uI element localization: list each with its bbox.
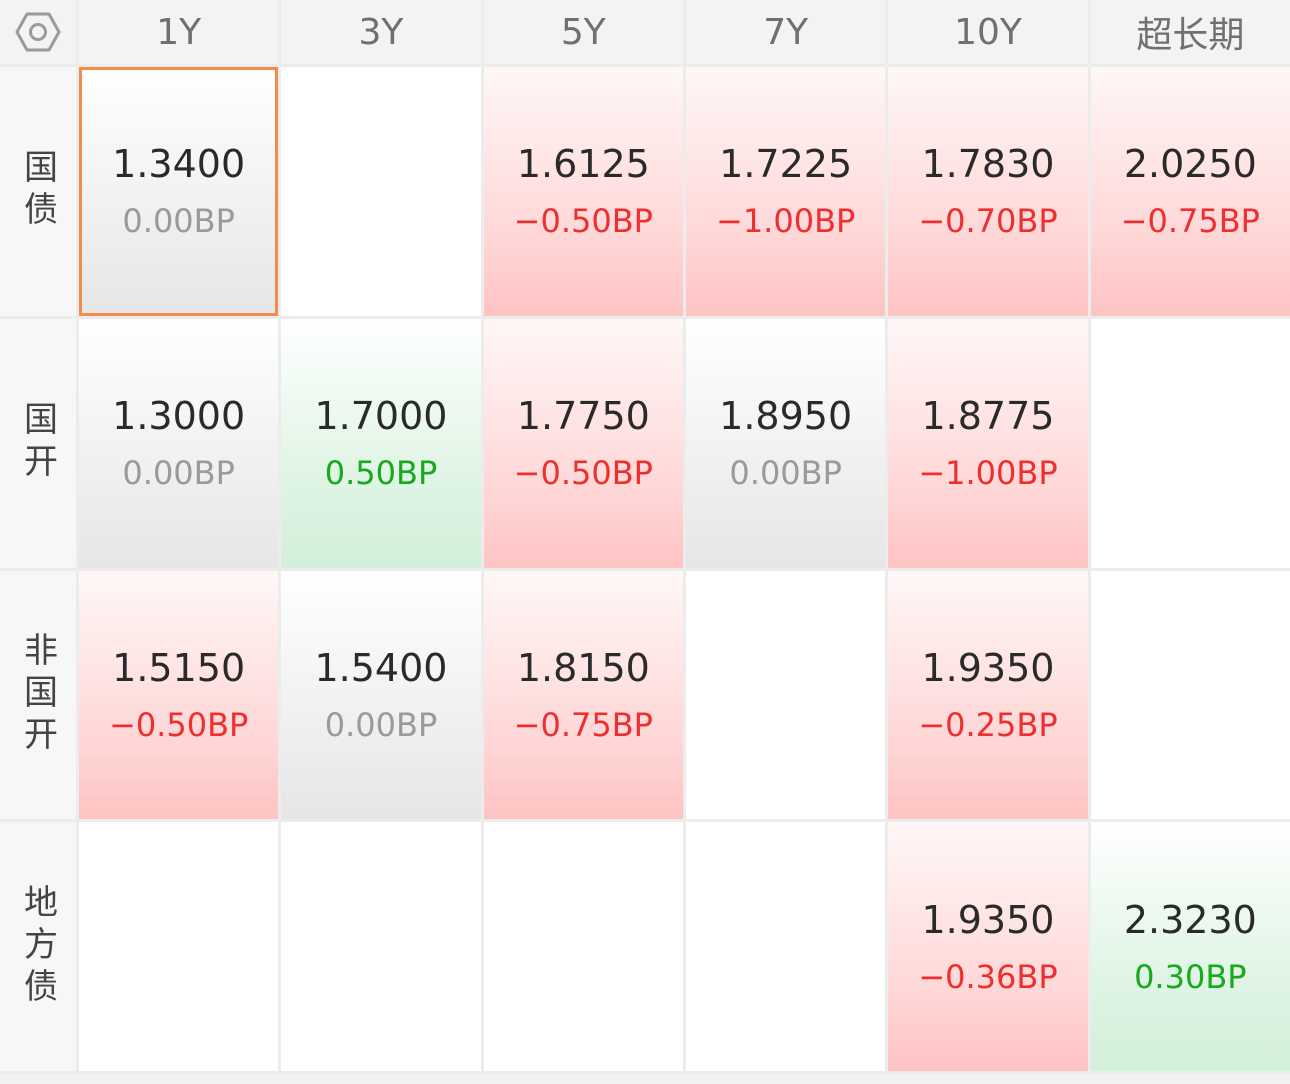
row-header-label: 地方债 [17,883,58,1010]
yield-value: 1.6125 [516,142,650,187]
yield-cell[interactable]: 1.5150 −0.50BP [79,570,279,820]
yield-change: −1.00BP [918,454,1058,493]
row-header-label: 国开 [17,401,58,486]
yield-value: 1.7000 [314,394,448,439]
empty-cell [483,822,683,1071]
settings-hexagon-icon[interactable] [0,0,76,64]
yield-cell[interactable]: 1.3000 0.00BP [79,318,279,568]
yield-cell[interactable]: 1.7000 0.50BP [281,318,481,568]
yield-change: −0.25BP [918,705,1058,744]
yield-cell[interactable]: 1.5400 0.00BP [281,570,481,820]
empty-cell [685,822,886,1071]
yield-value: 2.3230 [1123,897,1257,942]
bottom-strip [0,1074,1290,1084]
row-header[interactable]: 地方债 [0,822,76,1071]
yield-change: −0.36BP [918,957,1058,996]
row-header-label: 非国开 [17,631,58,758]
column-header-10y[interactable]: 10Y [888,0,1088,64]
yield-change: −1.00BP [716,202,856,241]
yield-value: 2.0250 [1123,142,1257,187]
yield-value: 1.3000 [112,394,246,439]
empty-cell [1090,318,1290,568]
yield-value: 1.8775 [921,394,1055,439]
yield-change: 0.30BP [1134,957,1247,996]
yield-change: 0.50BP [324,454,438,493]
yield-cell[interactable]: 1.8150 −0.75BP [483,570,683,820]
column-header-7y[interactable]: 7Y [685,0,886,64]
yield-change: −0.50BP [109,705,249,744]
yield-value: 1.5150 [112,645,246,690]
column-header-3y[interactable]: 3Y [281,0,481,64]
yield-value: 1.8950 [719,394,853,439]
row-header[interactable]: 国开 [0,318,76,568]
yield-change: −0.50BP [513,454,653,493]
yield-change: 0.00BP [729,454,842,493]
column-header-ultra-long[interactable]: 超长期 [1090,0,1290,64]
yield-value: 1.3400 [112,142,246,187]
yield-value: 1.7750 [516,394,650,439]
empty-cell [281,822,481,1071]
yield-change: −0.70BP [918,202,1058,241]
column-header-1y[interactable]: 1Y [79,0,279,64]
yield-change: 0.00BP [122,202,235,241]
yield-value: 1.5400 [314,645,448,690]
yield-cell[interactable]: 1.3400 0.00BP [79,67,279,316]
yield-cell[interactable]: 2.0250 −0.75BP [1090,67,1290,316]
yield-cell[interactable]: 1.7750 −0.50BP [483,318,683,568]
yield-cell[interactable]: 1.9350 −0.36BP [888,822,1088,1071]
yield-cell[interactable]: 1.6125 −0.50BP [483,67,683,316]
yield-change: 0.00BP [324,705,438,744]
empty-cell [685,570,886,820]
yield-change: 0.00BP [122,454,235,493]
empty-cell [281,67,481,316]
yield-value: 1.9350 [921,897,1055,942]
yield-cell[interactable]: 1.7225 −1.00BP [685,67,886,316]
row-header[interactable]: 国债 [0,67,76,316]
yield-value: 1.9350 [921,645,1055,690]
yield-value: 1.7830 [921,142,1055,187]
yield-cell[interactable]: 1.8950 0.00BP [685,318,886,568]
yield-change: −0.75BP [513,705,653,744]
yield-cell[interactable]: 2.3230 0.30BP [1090,822,1290,1071]
yield-value: 1.8150 [516,645,650,690]
yield-change: −0.75BP [1120,202,1260,241]
yield-cell[interactable]: 1.7830 −0.70BP [888,67,1088,316]
yield-change: −0.50BP [513,202,653,241]
row-header-label: 国债 [17,149,58,234]
yield-value: 1.7225 [719,142,853,187]
row-header[interactable]: 非国开 [0,570,76,820]
yield-cell[interactable]: 1.9350 −0.25BP [888,570,1088,820]
yield-cell[interactable]: 1.8775 −1.00BP [888,318,1088,568]
column-header-5y[interactable]: 5Y [483,0,683,64]
empty-cell [79,822,279,1071]
empty-cell [1090,570,1290,820]
